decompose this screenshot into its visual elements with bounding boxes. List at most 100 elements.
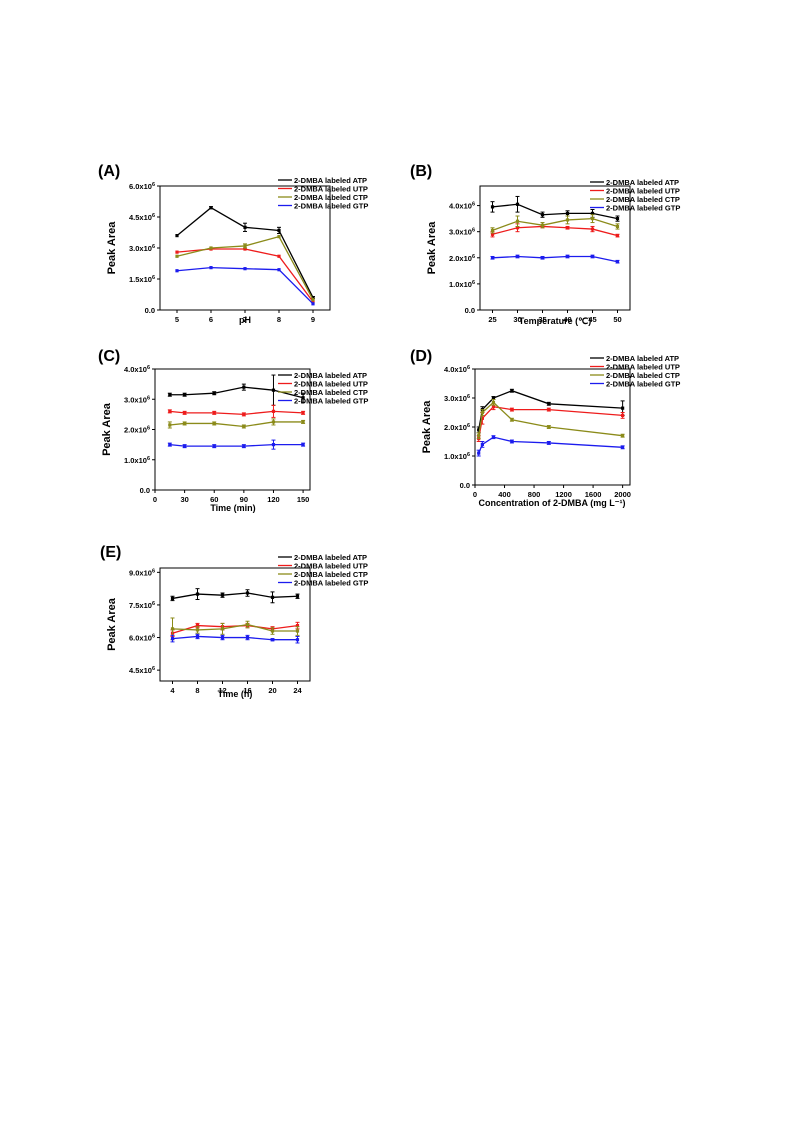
data-point <box>245 591 250 595</box>
data-point <box>477 428 481 432</box>
legend-label: 2-DMBA labeled GTP <box>294 201 368 210</box>
panel-label: (C) <box>98 348 120 365</box>
data-point <box>490 232 495 236</box>
series-3 <box>476 398 625 440</box>
x-tick-label: 400 <box>498 490 511 499</box>
x-tick-label: 20 <box>268 686 276 695</box>
x-tick-label: 0 <box>473 490 477 499</box>
y-axis-title: Peak Area <box>106 597 118 651</box>
data-point <box>515 202 520 206</box>
data-point <box>480 410 484 415</box>
legend-label: 2-DMBA labeled CTP <box>294 193 368 202</box>
data-point <box>590 254 595 259</box>
data-point <box>490 256 495 260</box>
legend-label: 2-DMBA labeled ATP <box>294 371 367 380</box>
data-point <box>301 443 305 447</box>
data-point <box>220 627 225 631</box>
x-axis-title: pH <box>239 315 251 325</box>
series-3 <box>175 235 315 302</box>
data-point <box>295 623 300 628</box>
x-tick-label: 50 <box>613 315 621 324</box>
x-tick-label: 7 <box>243 315 247 324</box>
data-point <box>270 595 275 599</box>
legend-label: 2-DMBA labeled ATP <box>606 178 679 187</box>
y-tick-label: 2.0x106 <box>124 426 150 435</box>
data-point <box>621 413 625 417</box>
data-point <box>195 623 200 628</box>
x-tick-label: 45 <box>588 315 596 324</box>
x-tick-label: 8 <box>277 315 281 324</box>
y-tick-label: 0.0 <box>140 486 150 495</box>
x-tick-label: 60 <box>210 495 218 504</box>
chart-panel-e: (E) 4.5x106 6.0x106 7.5x106 9.0x106 4 8 12 16 20 2… <box>100 544 368 699</box>
data-point <box>547 425 551 429</box>
data-point <box>480 416 484 420</box>
data-point <box>311 298 315 302</box>
x-tick-label: 30 <box>180 495 188 504</box>
series-2 <box>175 247 315 304</box>
data-point <box>243 244 247 248</box>
y-tick-label: 0.0 <box>465 306 475 315</box>
series-1 <box>170 588 300 604</box>
data-point <box>590 217 595 221</box>
plot-frame <box>159 567 311 682</box>
legend-label: 2-DMBA labeled UTP <box>294 184 368 193</box>
y-tick-label: 3.0x106 <box>444 394 470 403</box>
data-point <box>209 206 213 210</box>
panel-label: (A) <box>98 163 120 180</box>
data-point <box>277 228 281 233</box>
series-3 <box>170 617 300 641</box>
x-tick-label: 1600 <box>585 490 602 499</box>
data-point <box>491 435 496 439</box>
y-tick-label: 2.0x106 <box>444 423 470 432</box>
data-point <box>183 444 187 448</box>
data-point <box>565 218 570 222</box>
data-point <box>540 223 545 227</box>
data-point <box>621 434 625 438</box>
y-tick-label: 0.0 <box>460 481 470 490</box>
y-tick-label: 2.0x106 <box>449 254 475 263</box>
data-point <box>615 260 620 264</box>
y-tick-label: 4.5x106 <box>129 666 155 675</box>
y-tick-label: 3.0x106 <box>124 395 150 404</box>
legend-label: 2-DMBA labeled GTP <box>294 396 368 405</box>
series-2 <box>167 404 306 418</box>
data-point <box>615 234 620 238</box>
data-point <box>491 405 496 409</box>
y-tick-label: 6.0x106 <box>129 634 155 643</box>
data-point <box>477 451 481 455</box>
x-tick-label: 9 <box>311 315 315 324</box>
series-4 <box>175 266 315 306</box>
legend-label: 2-DMBA labeled ATP <box>294 176 367 185</box>
x-tick-label: 40 <box>563 315 571 324</box>
y-tick-label: 1.0x106 <box>124 456 150 465</box>
data-point <box>212 421 216 426</box>
x-tick-label: 0 <box>153 495 157 504</box>
data-point <box>301 411 305 415</box>
legend-label: 2-DMBA labeled GTP <box>294 578 368 587</box>
y-tick-label: 9.0x106 <box>129 568 155 577</box>
data-point <box>565 254 570 259</box>
data-point <box>295 594 300 598</box>
data-point <box>311 296 315 300</box>
data-point <box>277 254 281 258</box>
x-tick-label: 24 <box>293 686 302 695</box>
series-1 <box>175 206 315 300</box>
y-tick-label: 4.0x106 <box>444 365 470 374</box>
y-tick-label: 3.0x106 <box>449 228 475 237</box>
chart-panel-c: (C) 0.0 1.0x106 2.0x106 3.0x106 4.0x106 0 30 60 9… <box>98 348 368 513</box>
data-point <box>277 235 281 239</box>
data-point <box>540 213 545 217</box>
data-point <box>311 302 315 306</box>
legend-label: 2-DMBA labeled CTP <box>294 570 368 579</box>
series-2 <box>490 223 620 238</box>
legend-label: 2-DMBA labeled CTP <box>606 371 680 380</box>
x-tick-label: 16 <box>243 686 251 695</box>
chart-panel-a: (A) 0.0 1.5x106 3.0x106 4.5x106 6.0x106 5 6 7 8 9 p… <box>98 163 368 325</box>
x-tick-label: 8 <box>195 686 199 695</box>
data-point <box>175 234 179 238</box>
data-point <box>183 411 187 415</box>
